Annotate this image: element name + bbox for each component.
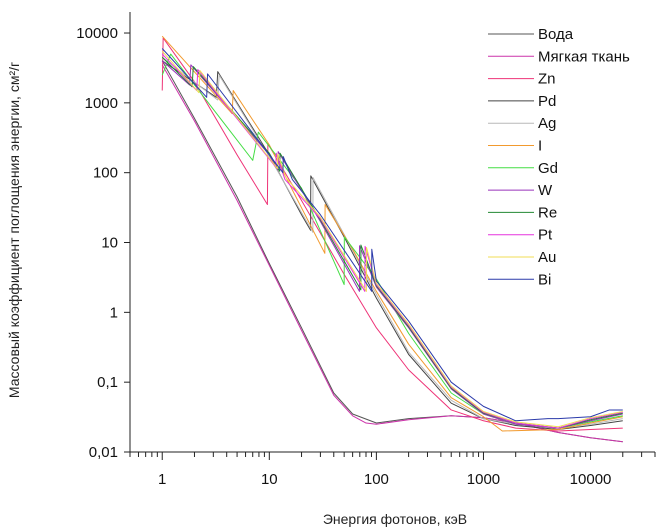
legend-label: Ag [538,115,556,132]
x-tick-label: 1000 [467,471,500,488]
y-tick-label: 0,01 [89,444,118,461]
y-ticks: 10000 1000 100 10 1 0,1 0,01 [76,25,130,461]
series-line-3 [161,37,623,432]
legend-label: Pt [538,227,553,244]
plot-lines [161,35,623,443]
series-line-12 [161,48,623,422]
y-tick-label: 10000 [76,25,118,42]
y-axis-title: Массовый коэффициент поглощения энергии,… [6,62,22,398]
legend-label: Pd [538,93,556,110]
y-tick-label: 1000 [85,95,118,112]
legend-label: Bi [538,271,551,288]
x-tick-label: 10000 [570,471,612,488]
legend: Вода Мягкая ткань Zn Pd Ag I Gd W Re Pt Au Bi [488,26,630,288]
legend-label: Вода [538,26,574,43]
series-line-10 [161,53,623,429]
legend-label: Au [538,249,556,266]
series-line-4 [161,60,623,430]
x-tick-label: 10 [261,471,278,488]
legend-label: Re [538,204,557,221]
legend-label: I [538,138,542,155]
y-tick-label: 100 [93,165,118,182]
legend-label: W [538,182,553,199]
x-ticks: 1 10 100 1000 10000 [129,452,656,488]
x-axis-title: Энергия фотонов, кэВ [323,511,467,527]
y-tick-label: 0,1 [97,374,118,391]
legend-label: Gd [538,160,558,177]
series-line-6 [161,35,623,432]
series-line-11 [161,50,623,428]
x-tick-label: 100 [364,471,389,488]
y-tick-label: 1 [110,304,118,321]
axes [129,12,655,453]
x-tick-label: 1 [158,471,166,488]
legend-label: Мягкая ткань [538,48,630,65]
legend-label: Zn [538,71,556,88]
y-tick-label: 10 [101,235,118,252]
